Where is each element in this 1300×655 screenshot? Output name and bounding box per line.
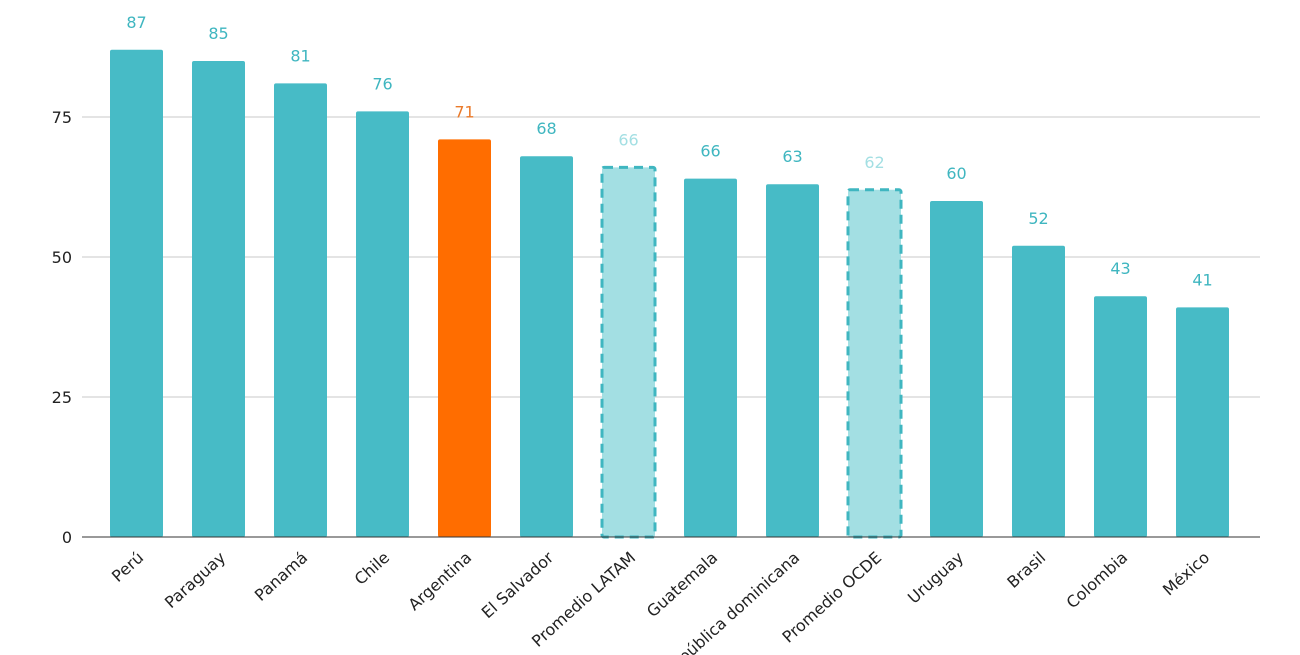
bar-4 xyxy=(356,111,409,538)
data-label-11: 60 xyxy=(946,164,966,183)
bar-1 xyxy=(110,49,163,538)
data-label-5: 71 xyxy=(454,102,474,121)
bar-2 xyxy=(192,61,245,537)
data-label-13: 43 xyxy=(1110,259,1130,278)
y-tick-label: 0 xyxy=(62,528,72,547)
category-label-1: Perú xyxy=(108,548,147,586)
y-tick-label: 75 xyxy=(52,108,72,127)
category-label-13: Colombia xyxy=(1063,548,1132,612)
category-label-6: El Salvador xyxy=(478,548,558,623)
data-label-14: 41 xyxy=(1192,270,1212,289)
data-label-1: 87 xyxy=(126,13,146,32)
bar-8 xyxy=(684,178,737,537)
bar-3 xyxy=(274,83,327,538)
category-label-2: Paraguay xyxy=(161,548,229,612)
data-label-3: 81 xyxy=(290,46,310,65)
category-label-14: México xyxy=(1159,548,1213,600)
bar-9 xyxy=(766,184,819,537)
category-label-11: Uruguay xyxy=(904,548,967,608)
category-label-4: Chile xyxy=(351,548,393,589)
category-label-8: Guatemala xyxy=(643,548,721,621)
bar-10 xyxy=(846,188,903,539)
y-tick-label: 25 xyxy=(52,388,72,407)
category-labels: Perú Paraguay Panamá Chile Argentina El Salva… xyxy=(108,548,1213,655)
data-label-2: 85 xyxy=(208,24,228,43)
category-label-12: Brasil xyxy=(1003,548,1049,592)
bar-13 xyxy=(1094,296,1147,537)
data-label-9: 63 xyxy=(782,147,802,166)
data-label-6: 68 xyxy=(536,119,556,138)
bar-6 xyxy=(520,156,573,537)
bar-5 xyxy=(438,139,491,537)
data-label-8: 66 xyxy=(700,142,720,161)
bar-11 xyxy=(930,201,983,537)
y-axis-ticks: 0 25 50 75 xyxy=(52,108,72,547)
bar-7 xyxy=(600,165,657,539)
data-label-4: 76 xyxy=(372,74,392,93)
category-label-9: República dominicana xyxy=(659,548,803,655)
data-label-7: 66 xyxy=(618,130,638,149)
bar-14 xyxy=(1176,307,1229,537)
category-label-3: Panamá xyxy=(251,548,311,605)
bar-12 xyxy=(1012,245,1065,538)
data-labels: 87 85 81 76 71 68 66 66 63 62 60 52 43 41 xyxy=(126,13,1212,290)
y-tick-label: 50 xyxy=(52,248,72,267)
data-label-12: 52 xyxy=(1028,209,1048,228)
category-label-5: Argentina xyxy=(404,548,475,614)
data-label-10: 62 xyxy=(864,153,884,172)
gridlines xyxy=(82,116,1260,398)
bars xyxy=(110,49,1229,539)
